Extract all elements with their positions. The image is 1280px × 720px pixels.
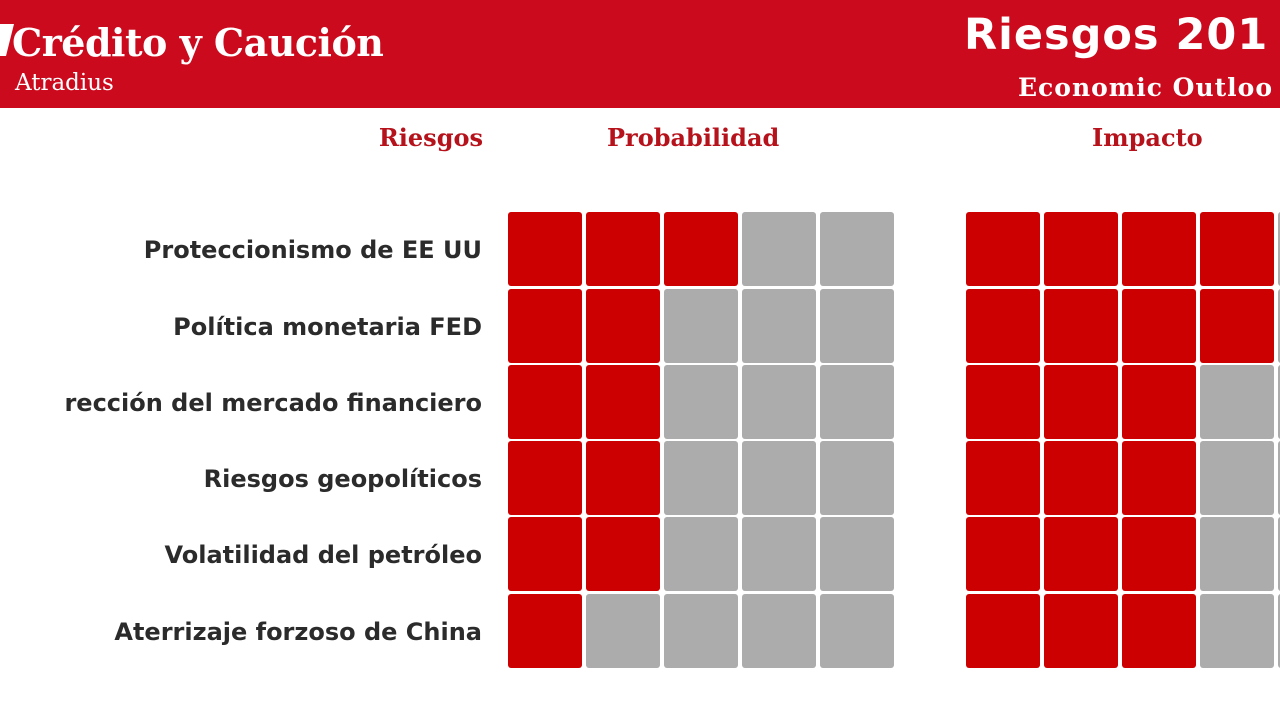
report-title: Riesgos 201 xyxy=(964,10,1269,60)
column-header-impact: Impacto xyxy=(1092,123,1203,152)
brand-subtitle: Atradius xyxy=(15,70,114,96)
report-subtitle: Economic Outloo xyxy=(1018,73,1274,102)
risk-label: Riesgos geopolíticos xyxy=(203,465,482,493)
probability-cell-filled xyxy=(586,289,660,363)
probability-cell-empty xyxy=(820,212,894,286)
impact-cell-empty xyxy=(1200,365,1274,439)
impact-cell-filled xyxy=(966,289,1040,363)
probability-cell-filled xyxy=(664,212,738,286)
probability-cell-empty xyxy=(820,441,894,515)
impact-cell-filled xyxy=(966,517,1040,591)
impact-cell-filled xyxy=(1044,441,1118,515)
impact-cell-filled xyxy=(966,212,1040,286)
probability-cell-filled xyxy=(508,365,582,439)
probability-cell-filled xyxy=(508,289,582,363)
impact-cell-empty xyxy=(1200,517,1274,591)
probability-cell-empty xyxy=(742,517,816,591)
risk-label: Aterrizaje forzoso de China xyxy=(114,618,482,646)
probability-cell-empty xyxy=(742,365,816,439)
impact-cell-filled xyxy=(1122,517,1196,591)
probability-cell-filled xyxy=(508,212,582,286)
probability-cell-empty xyxy=(664,441,738,515)
probability-cell-empty xyxy=(664,594,738,668)
probability-cell-filled xyxy=(508,441,582,515)
impact-cell-filled xyxy=(966,365,1040,439)
logo-stroke-icon xyxy=(0,24,14,56)
impact-cell-filled xyxy=(966,594,1040,668)
risk-label: Volatilidad del petróleo xyxy=(164,541,482,569)
risk-label: Proteccionismo de EE UU xyxy=(143,236,482,264)
probability-cell-filled xyxy=(586,212,660,286)
probability-cell-empty xyxy=(742,289,816,363)
probability-cell-filled xyxy=(586,517,660,591)
column-header-risks: Riesgos xyxy=(378,123,483,152)
probability-cell-empty xyxy=(742,441,816,515)
impact-cell-filled xyxy=(1122,365,1196,439)
impact-cell-filled xyxy=(1044,212,1118,286)
probability-cell-empty xyxy=(586,594,660,668)
probability-cell-empty xyxy=(820,517,894,591)
column-header-probability: Probabilidad xyxy=(607,123,780,152)
probability-cell-empty xyxy=(664,289,738,363)
impact-cell-filled xyxy=(1200,212,1274,286)
risk-label: Política monetaria FED xyxy=(173,313,482,341)
probability-cell-filled xyxy=(586,441,660,515)
impact-cell-filled xyxy=(1044,594,1118,668)
risk-label: rección del mercado financiero xyxy=(64,389,482,417)
impact-cell-empty xyxy=(1200,594,1274,668)
impact-cell-filled xyxy=(1122,289,1196,363)
probability-cell-empty xyxy=(742,594,816,668)
probability-cell-empty xyxy=(820,289,894,363)
impact-cell-filled xyxy=(1044,517,1118,591)
probability-cell-empty xyxy=(820,365,894,439)
probability-cell-empty xyxy=(820,594,894,668)
probability-cell-filled xyxy=(586,365,660,439)
impact-cell-empty xyxy=(1200,441,1274,515)
header-banner: Crédito y Caución Atradius Riesgos 201 E… xyxy=(0,0,1280,108)
impact-cell-filled xyxy=(1122,212,1196,286)
impact-cell-filled xyxy=(1044,365,1118,439)
probability-cell-filled xyxy=(508,594,582,668)
impact-cell-filled xyxy=(1044,289,1118,363)
probability-cell-empty xyxy=(664,365,738,439)
impact-cell-filled xyxy=(966,441,1040,515)
impact-cell-filled xyxy=(1122,594,1196,668)
impact-cell-filled xyxy=(1200,289,1274,363)
probability-cell-empty xyxy=(664,517,738,591)
probability-cell-filled xyxy=(508,517,582,591)
probability-cell-empty xyxy=(742,212,816,286)
impact-cell-filled xyxy=(1122,441,1196,515)
brand-name: Crédito y Caución xyxy=(12,20,384,65)
